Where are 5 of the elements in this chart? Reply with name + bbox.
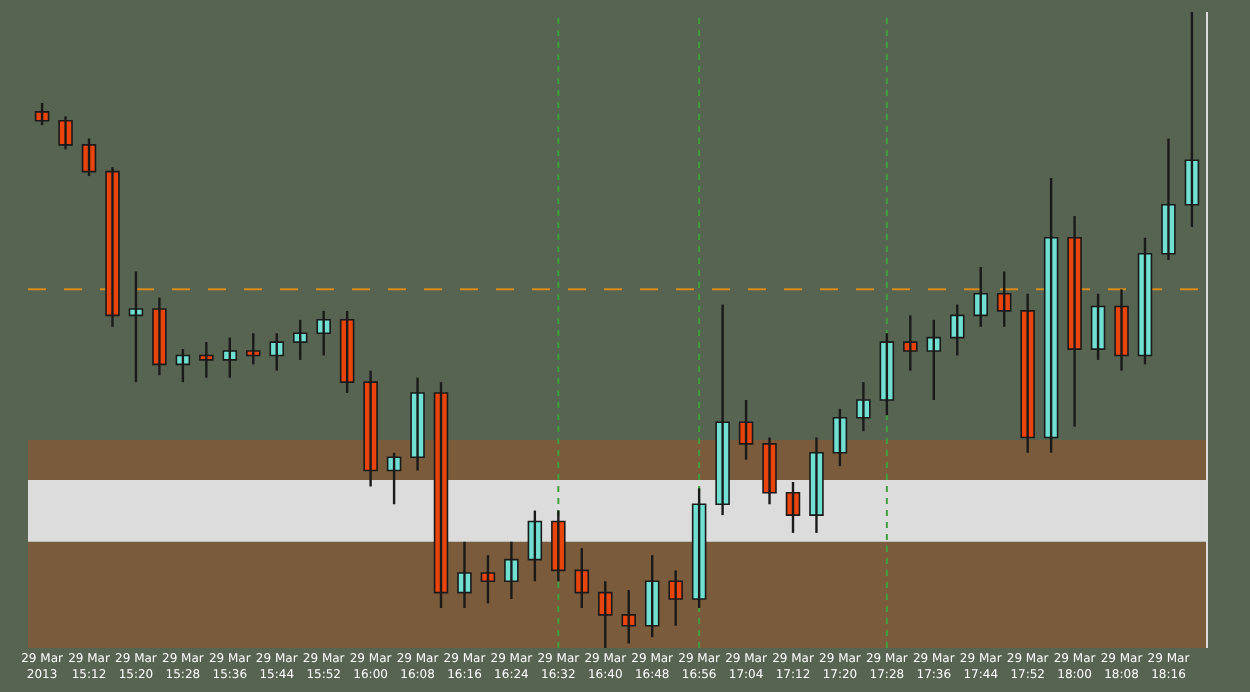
candlestick [621, 588, 636, 645]
candlestick [269, 331, 284, 372]
candlestick [598, 580, 613, 648]
candlestick [973, 265, 988, 329]
candlestick [246, 331, 261, 366]
